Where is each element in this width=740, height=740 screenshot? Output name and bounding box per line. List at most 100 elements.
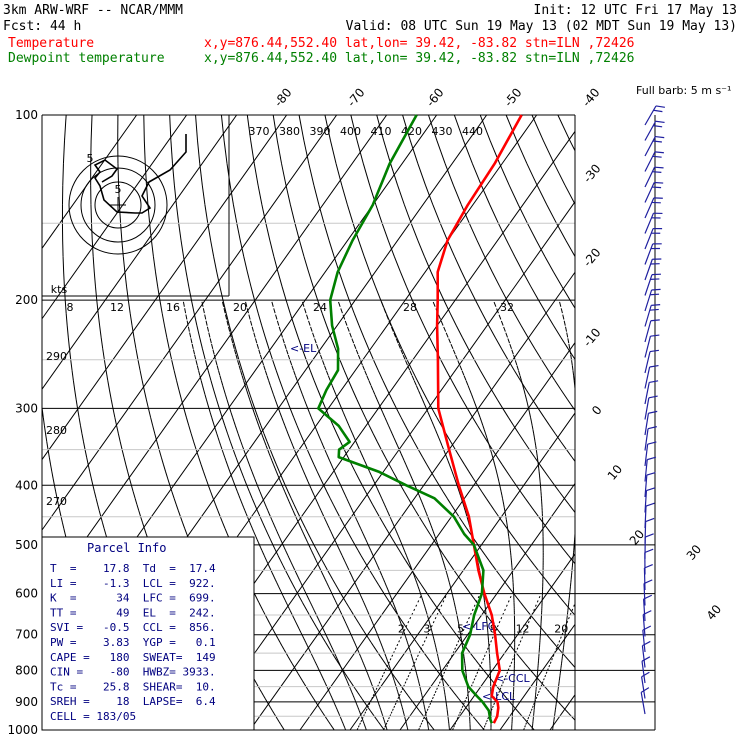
- dewpoint-line: [317, 114, 494, 724]
- isotherm-label: -50: [501, 85, 524, 109]
- parcel-info-row: CAPE = 180 SWEAT= 149: [50, 651, 216, 664]
- wind-barb: [644, 382, 650, 405]
- parcel-info-row: CELL = 183/05: [50, 710, 136, 723]
- wind-barb: [641, 645, 646, 668]
- lfc-marker: <-LFC: [462, 620, 496, 633]
- theta-label: 430: [432, 125, 453, 138]
- theta-label: 370: [249, 125, 270, 138]
- parcel-info-row: SREH = 18 LAPSE= 6.4: [50, 695, 216, 708]
- wind-barb: [644, 413, 650, 436]
- wind-barb: [644, 151, 656, 172]
- model-title: 3km ARW-WRF -- NCAR/MMM: [3, 3, 183, 18]
- wind-barb: [644, 351, 651, 374]
- wind-barb: [644, 428, 649, 451]
- pressure-label: 600: [15, 587, 38, 601]
- wind-barb: [644, 490, 648, 513]
- wind-barb: [644, 212, 655, 234]
- wind-barb: [644, 274, 653, 296]
- hodograph-speed-label: 8: [67, 301, 74, 314]
- parcel-info-row: SVI = -0.5 CCL = 856.: [50, 621, 216, 634]
- theta-label: 410: [371, 125, 392, 138]
- isotherm-label: 0: [589, 403, 605, 418]
- pressure-label: 100: [15, 108, 38, 122]
- pressure-label: 300: [15, 401, 38, 415]
- wind-barb: [644, 243, 654, 265]
- el-marker: <-EL: [290, 342, 317, 355]
- dewpoint-legend-label: Dewpoint temperature: [8, 51, 165, 66]
- lcl-marker: <-LCL: [482, 690, 516, 703]
- dry-adiabat-labels: 290 280 270: [46, 350, 67, 508]
- isotherm-label: 30: [684, 542, 705, 563]
- hodograph-speed-label: 28: [403, 301, 417, 314]
- wind-barb: [644, 136, 656, 157]
- hodograph-speed-label: 32: [500, 301, 514, 314]
- isotherm-label: -10: [580, 325, 603, 349]
- wind-barb: [644, 166, 656, 188]
- wind-barb: [644, 305, 652, 327]
- theta-labels: 370 380 390 400 410 420 430 440: [249, 125, 484, 138]
- wind-barb: [641, 661, 646, 684]
- forecast-hour: Fcst: 44 h: [3, 19, 81, 34]
- temperature-legend-label: Temperature: [8, 36, 94, 51]
- hodograph-speed-label: 20: [233, 301, 247, 314]
- isotherm-label: 40: [704, 602, 725, 623]
- wind-barb: [644, 105, 657, 126]
- svg-text:5: 5: [115, 183, 122, 196]
- theta-label: 390: [310, 125, 331, 138]
- ccl-marker: <-CCL: [495, 672, 531, 685]
- valid-time: Valid: 08 UTC Sun 19 May 13 (02 MDT Sun …: [346, 19, 737, 34]
- isotherm-label: -30: [580, 161, 603, 185]
- parcel-info-row: LI = -1.3 LCL = 922.: [50, 577, 216, 590]
- hodograph-ring-15: [68, 155, 168, 255]
- wind-barb: [644, 475, 648, 498]
- wind-barb: [641, 676, 646, 699]
- dry-adiabat-label: 280: [46, 424, 67, 437]
- wind-barb: [644, 459, 648, 482]
- parcel-info-row: Tc = 25.8 SHEAR= 10.: [50, 680, 216, 693]
- parcel-info-title: Parcel Info: [87, 541, 166, 555]
- wind-barb: [643, 567, 646, 591]
- wind-barb: [644, 197, 655, 219]
- isotherm-label: -20: [580, 245, 603, 269]
- mixing-ratio-label: 20: [554, 623, 568, 636]
- wind-barb: [640, 692, 646, 715]
- parcel-info-row: T = 17.8 Td = 17.4: [50, 562, 216, 575]
- wind-barb: [644, 182, 655, 203]
- mixing-ratio-label: 3: [423, 623, 430, 636]
- wind-barb: [642, 614, 646, 637]
- parcel-info-row: PW = 3.83 YGP = 0.1: [50, 636, 216, 649]
- pressure-label: 700: [15, 628, 38, 642]
- isotherm-label: -40: [579, 85, 602, 109]
- pressure-label: 400: [15, 478, 38, 492]
- wind-barb: [644, 259, 653, 281]
- dry-adiabat-label: 270: [46, 495, 67, 508]
- temperature-station-info: x,y=876.44,552.40 lat,lon= 39.42, -83.82…: [204, 36, 634, 51]
- dewpoint-station-info: x,y=876.44,552.40 lat,lon= 39.42, -83.82…: [204, 51, 634, 66]
- pressure-label: 800: [15, 663, 38, 677]
- wind-barb: [644, 336, 651, 358]
- hodograph-speed-label: kts: [51, 283, 68, 296]
- hodograph-ring-10: [80, 167, 156, 243]
- isotherm-label: 10: [605, 462, 626, 483]
- hodograph-trace: [93, 134, 187, 214]
- mixing-ratio-label: 5: [457, 623, 464, 636]
- wind-barb: [644, 320, 652, 343]
- isotherm-label: -70: [344, 85, 367, 109]
- hodograph-ring-5: [94, 181, 142, 229]
- wind-barb: [643, 583, 646, 606]
- barb-scale-label: Full barb: 5 m s⁻¹: [636, 84, 731, 97]
- mixing-ratio-label: 2: [398, 623, 405, 636]
- theta-label: 440: [462, 125, 483, 138]
- sounding-profiles: [317, 114, 523, 724]
- parcel-info-row: K = 34 LFC = 699.: [50, 592, 216, 605]
- hodograph-speed-labels: kts 8 12 16 20 24 28 32: [51, 283, 514, 314]
- wind-barb: [643, 599, 646, 622]
- pressure-label: 900: [15, 695, 38, 709]
- mixing-ratio-lines: [356, 593, 576, 731]
- wind-barbs: [640, 105, 665, 715]
- init-time: Init: 12 UTC Fri 17 May 13: [534, 3, 738, 18]
- pressure-label: 200: [15, 293, 38, 307]
- wind-barb: [644, 289, 653, 312]
- wind-barb: [644, 120, 657, 141]
- parcel-info-panel: Parcel Info T = 17.8 Td = 17.4 LI = -1.3 …: [41, 536, 255, 731]
